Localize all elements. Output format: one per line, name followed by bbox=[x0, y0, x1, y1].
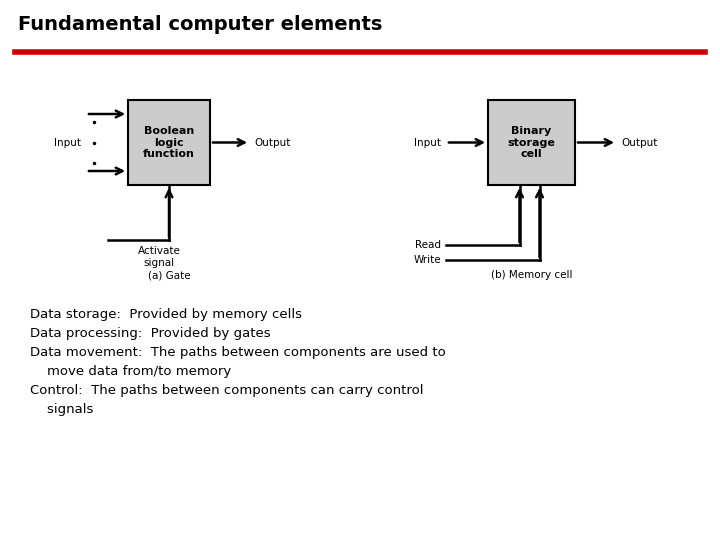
Bar bbox=[488, 100, 575, 185]
Text: signals: signals bbox=[30, 403, 94, 416]
Bar bbox=[128, 100, 210, 185]
Text: move data from/to memory: move data from/to memory bbox=[30, 365, 231, 378]
Text: Control:  The paths between components can carry control: Control: The paths between components ca… bbox=[30, 384, 423, 397]
Text: Output: Output bbox=[254, 138, 290, 147]
Text: Boolean
logic
function: Boolean logic function bbox=[143, 126, 195, 159]
Text: (b) Memory cell: (b) Memory cell bbox=[491, 270, 572, 280]
Text: Input: Input bbox=[54, 138, 81, 147]
Text: Read: Read bbox=[415, 240, 441, 250]
Text: Input: Input bbox=[414, 138, 441, 147]
Text: Output: Output bbox=[621, 138, 657, 147]
Text: Data movement:  The paths between components are used to: Data movement: The paths between compone… bbox=[30, 346, 446, 359]
Text: Data storage:  Provided by memory cells: Data storage: Provided by memory cells bbox=[30, 308, 302, 321]
Text: Data processing:  Provided by gates: Data processing: Provided by gates bbox=[30, 327, 271, 340]
Text: (a) Gate: (a) Gate bbox=[148, 270, 190, 280]
Text: Fundamental computer elements: Fundamental computer elements bbox=[18, 15, 382, 34]
Text: Activate
signal: Activate signal bbox=[138, 246, 181, 268]
Text: Write: Write bbox=[413, 255, 441, 265]
Text: Binary
storage
cell: Binary storage cell bbox=[508, 126, 555, 159]
